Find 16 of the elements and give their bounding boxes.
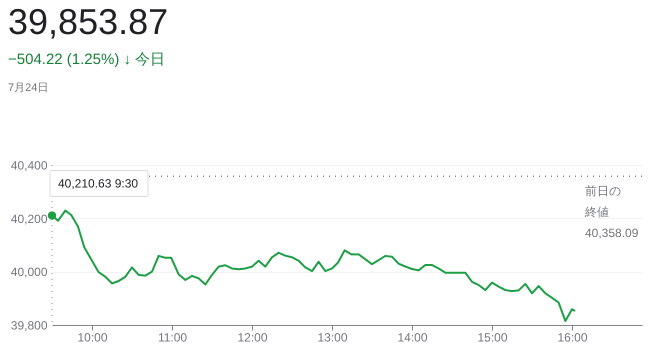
y-tick-label: 40,000 [10, 265, 48, 280]
x-tick-label: 11:00 [158, 330, 188, 344]
annotation: 40,210.63 9:30 [58, 176, 138, 190]
x-tick-label: 16:00 [557, 330, 588, 344]
y-tick-label: 39,800 [10, 318, 48, 332]
chart-subtitle: −504.22 (1.25%) ↓ 今日 [8, 50, 166, 70]
y-tick-label: 40,200 [10, 212, 48, 226]
x-tick-label: 14:00 [397, 330, 428, 344]
x-tick-label: 15:00 [477, 330, 508, 344]
x-tick-label: 12:00 [237, 330, 268, 344]
x-tick-label: 10:00 [77, 330, 108, 344]
ref-line-label: 前日の終値 40,358.09 [584, 184, 639, 240]
text: 7月24日 [8, 81, 48, 95]
chart-title: 39,853.87 [8, 0, 168, 44]
y-tick-label: 40,400 [10, 158, 48, 172]
x-tick-label: 13:00 [317, 330, 348, 344]
